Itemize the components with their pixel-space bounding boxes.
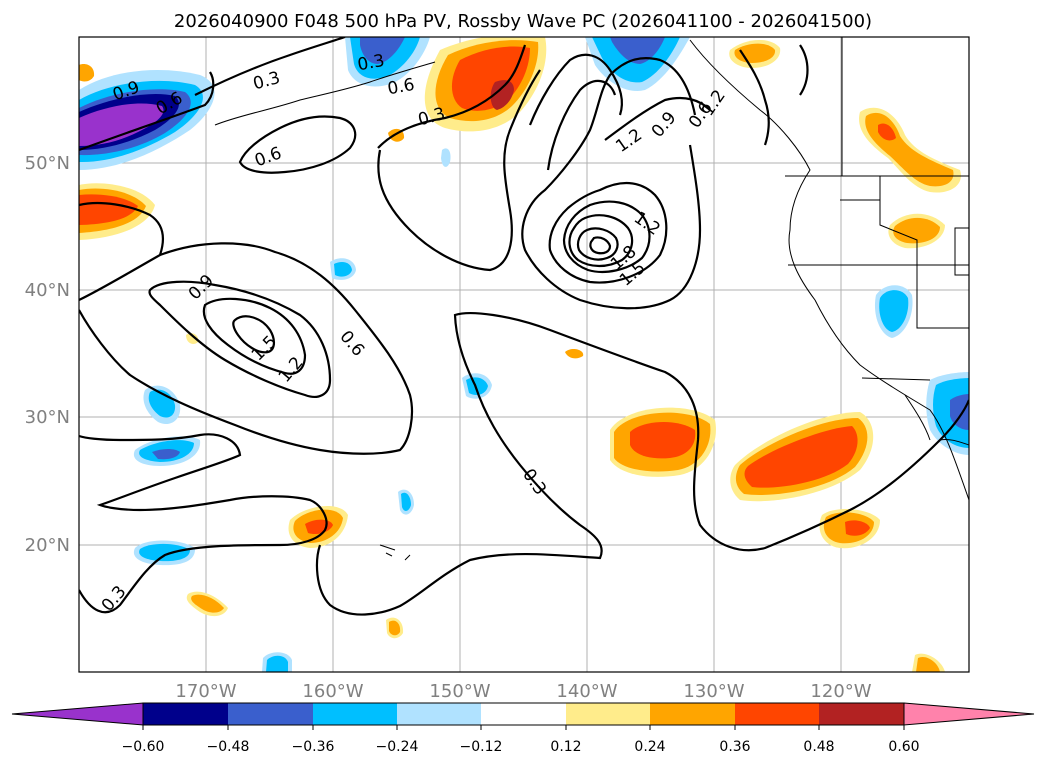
lon-tick-label: 140°W (556, 681, 617, 702)
map-title: 2026040900 F048 500 hPa PV, Rossby Wave … (174, 11, 872, 32)
pv-anomaly-fills (79, 37, 969, 672)
map-panel: 0.9 0.6 0.3 0.6 0.3 0.6 0.3 1.2 0.9 0.6 … (78, 36, 970, 673)
colorbar-tick-label: −0.60 (122, 739, 165, 755)
colorbar-bin (819, 703, 904, 725)
graticule (79, 37, 969, 672)
colorbar-tick-label: −0.24 (376, 739, 419, 755)
colorbar-tick-label: 0.48 (803, 739, 834, 755)
colorbar-tick-label: 0.24 (634, 739, 665, 755)
colorbar-bin (735, 703, 819, 725)
lon-tick-label: 160°W (302, 681, 363, 702)
lon-tick-label: 120°W (810, 681, 871, 702)
pv-contours (79, 37, 969, 616)
lon-tick-label: 150°W (429, 681, 490, 702)
lat-tick-label: 40°N (25, 280, 70, 301)
colorbar-tick-label: 0.36 (719, 739, 750, 755)
colorbar-bin (143, 703, 228, 725)
colorbar-bin (566, 703, 650, 725)
colorbar-tick-label: −0.48 (207, 739, 250, 755)
map-frame (78, 36, 970, 673)
coastlines (214, 37, 969, 561)
lat-tick-label: 50°N (25, 153, 70, 174)
colorbar-tick-label: −0.36 (292, 739, 335, 755)
colorbar-tick-label: 0.12 (550, 739, 581, 755)
latitude-labels: 50°N 40°N 30°N 20°N (25, 153, 70, 556)
colorbar-tick-label: −0.12 (460, 739, 503, 755)
colorbar-bin (481, 703, 566, 725)
lon-tick-label: 130°W (683, 681, 744, 702)
contour-label: 0.6 (386, 75, 416, 99)
colorbar-extend-high (903, 702, 1035, 726)
lat-tick-label: 20°N (25, 535, 70, 556)
colorbar-bin (313, 703, 397, 725)
colorbar-bin (650, 703, 735, 725)
colorbar-tick-label: 0.60 (888, 739, 919, 755)
lat-tick-label: 30°N (25, 407, 70, 428)
contour-label: 0.3 (356, 51, 386, 75)
lon-tick-label: 170°W (175, 681, 236, 702)
colorbar: −0.60 −0.48 −0.36 −0.24 −0.12 0.12 0.24 … (11, 702, 1035, 755)
colorbar-extend-low (11, 702, 144, 726)
longitude-labels: 170°W 160°W 150°W 140°W 130°W 120°W (175, 681, 871, 702)
colorbar-bin (228, 703, 313, 725)
colorbar-bin (397, 703, 481, 725)
